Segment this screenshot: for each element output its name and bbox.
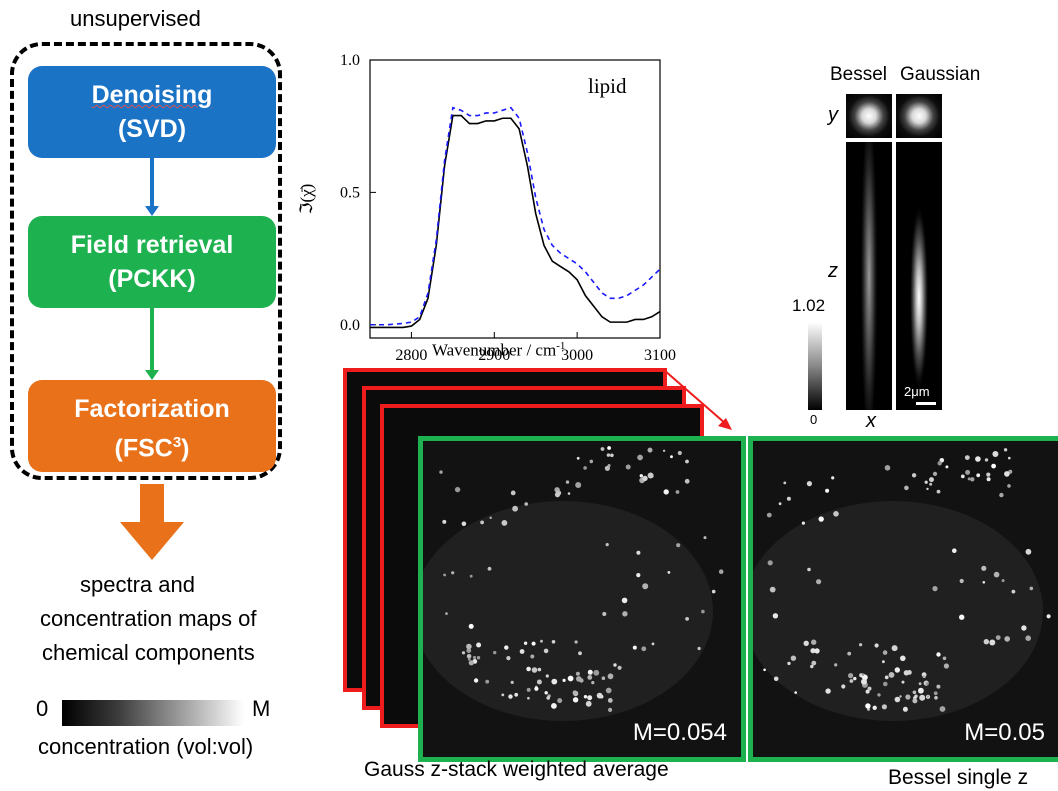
gauss-image-spots <box>423 441 741 757</box>
stack-to-bessel-arrow <box>663 369 732 430</box>
denoising-step: Denoising (SVD) <box>28 66 276 158</box>
psf-bessel-xy <box>846 94 892 138</box>
arrow-denoise-to-field-head <box>145 206 159 216</box>
field-retrieval-step: Field retrieval (PCKK) <box>28 216 276 308</box>
factorization-subtitle-close: ) <box>181 434 190 463</box>
psf-bessel-xz <box>846 142 892 410</box>
bessel-image-spots <box>753 441 1058 757</box>
psf-axis-z: z <box>828 260 838 282</box>
psf-scalebar <box>916 402 936 405</box>
pipeline-header: unsupervised <box>70 6 201 31</box>
psf-scalebar-label: 2μm <box>904 384 930 399</box>
spectrum-chart: 2800 2900 3000 3100 0.0 0.5 1.0 ℑ(χ̄) <box>297 52 676 364</box>
pipeline-arrows <box>120 158 184 560</box>
chart-xlabel-sup: -1 <box>556 340 566 352</box>
arrow-output-head <box>120 522 184 560</box>
chart-xlabel-text: Wavenumber / cm <box>432 340 557 360</box>
output-text-line1: spectra and <box>80 572 195 597</box>
y-tick-label-1: 0.5 <box>340 184 360 201</box>
chart-xlabel: Wavenumber / cm-1 <box>432 340 565 361</box>
y-tick-label-2: 1.0 <box>340 52 360 69</box>
psf-gaussian-xz <box>896 142 942 410</box>
field-retrieval-subtitle: (PCKK) <box>108 265 196 293</box>
field-retrieval-title: Field retrieval <box>70 231 234 259</box>
bessel-image-label: M=0.05 <box>964 719 1045 746</box>
factorization-step: Factorization (FSC3) <box>28 380 276 472</box>
x-tick-label-0: 2800 <box>395 347 427 364</box>
psf-label-gaussian: Gaussian <box>900 64 981 85</box>
psf-colorbar <box>808 322 822 410</box>
concentration-caption: concentration (vol:vol) <box>38 734 254 759</box>
gauss-image-label: M=0.054 <box>632 719 727 746</box>
series-line-1 <box>370 106 661 326</box>
psf-cbar-min: 0 <box>810 412 818 427</box>
chart-ylabel: ℑ(χ̄) <box>297 184 316 215</box>
denoising-subtitle: (SVD) <box>117 115 187 143</box>
scale-max-label: M <box>252 696 271 721</box>
output-text-line3: chemical components <box>42 640 255 665</box>
bessel-single-image: M=0.05 <box>748 436 1058 762</box>
chart-annotation: lipid <box>588 74 627 98</box>
x-tick-label-2: 3000 <box>561 347 593 364</box>
bessel-image-caption: Bessel single z <box>888 766 1029 789</box>
psf-gaussian-xy <box>896 94 942 138</box>
series-line-0 <box>370 114 661 329</box>
denoising-title: Denoising <box>91 81 213 109</box>
output-text-line2: concentration maps of <box>40 606 257 631</box>
factorization-subtitle-sup: 3 <box>172 434 182 451</box>
gauss-average-image: M=0.054 <box>418 436 746 762</box>
chart-frame <box>369 59 661 339</box>
arrow-field-to-factor-head <box>145 370 159 380</box>
factorization-subtitle-main: (FSC <box>114 434 173 463</box>
x-tick-label-1: 2900 <box>478 347 510 364</box>
gauss-image-caption: Gauss z-stack weighted average <box>364 758 669 781</box>
psf-axis-y: y <box>828 104 838 126</box>
psf-cbar-max: 1.02 <box>792 296 826 315</box>
psf-label-bessel: Bessel <box>830 64 888 85</box>
concentration-gradient <box>62 700 244 726</box>
x-tick-label-3: 3100 <box>644 347 676 364</box>
arrow-output-shaft <box>140 484 164 524</box>
y-tick-label-0: 0.0 <box>340 317 360 334</box>
scale-min-label: 0 <box>36 696 49 721</box>
factorization-subtitle: (FSC3) <box>28 426 276 465</box>
pipeline-dashed-frame <box>10 42 282 480</box>
psf-axis-x: x <box>866 410 876 432</box>
factorization-title: Factorization <box>74 395 230 423</box>
